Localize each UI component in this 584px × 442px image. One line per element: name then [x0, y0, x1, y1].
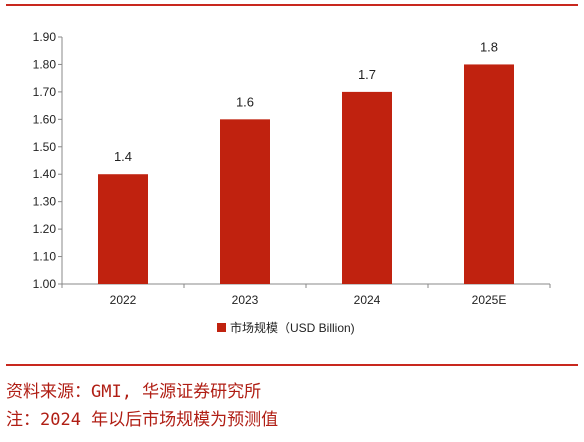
x-tick-label: 2025E: [472, 293, 507, 307]
y-tick-label: 1.90: [33, 30, 57, 44]
y-tick-label: 1.00: [33, 277, 57, 291]
y-tick-label: 1.30: [33, 195, 57, 209]
data-labels: 1.4 1.6 1.7 1.8: [114, 39, 498, 164]
x-tick-label: 2023: [232, 293, 259, 307]
data-label: 1.7: [358, 67, 376, 82]
y-tick-label: 1.20: [33, 222, 57, 236]
y-tick-label: 1.60: [33, 112, 57, 126]
divider-rule: [6, 364, 578, 366]
forecast-note: 注：2024 年以后市场规模为预测值: [6, 410, 279, 430]
data-label: 1.6: [236, 94, 254, 109]
y-axis: 1.00 1.10 1.20 1.30 1.40 1.50 1.60 1.70 1.80 1.90: [33, 30, 63, 291]
y-tick-label: 1.40: [33, 167, 57, 181]
bar-2025E: [464, 64, 514, 284]
bar-2022: [98, 174, 148, 284]
x-tick-label: 2022: [110, 293, 137, 307]
top-rule: [6, 4, 578, 6]
y-tick-label: 1.70: [33, 85, 57, 99]
data-label: 1.4: [114, 149, 132, 164]
legend-swatch: [217, 323, 226, 332]
y-tick-label: 1.50: [33, 140, 57, 154]
x-tick-label: 2024: [354, 293, 381, 307]
legend: 市场规模（USD Billion): [217, 320, 355, 335]
y-tick-label: 1.10: [33, 250, 57, 264]
legend-label: 市场规模（USD Billion): [230, 320, 355, 335]
bar-2023: [220, 119, 270, 284]
data-label: 1.8: [480, 39, 498, 54]
bar-chart: 1.00 1.10 1.20 1.30 1.40 1.50 1.60 1.70 1.80 1.90…: [33, 30, 551, 335]
y-tick-label: 1.80: [33, 57, 57, 71]
bar-series: [98, 64, 514, 284]
x-axis: 2022 2023 2024 2025E: [61, 283, 551, 307]
source-note: 资料来源：GMI, 华源证券研究所: [6, 382, 262, 402]
bar-2024: [342, 91, 392, 284]
